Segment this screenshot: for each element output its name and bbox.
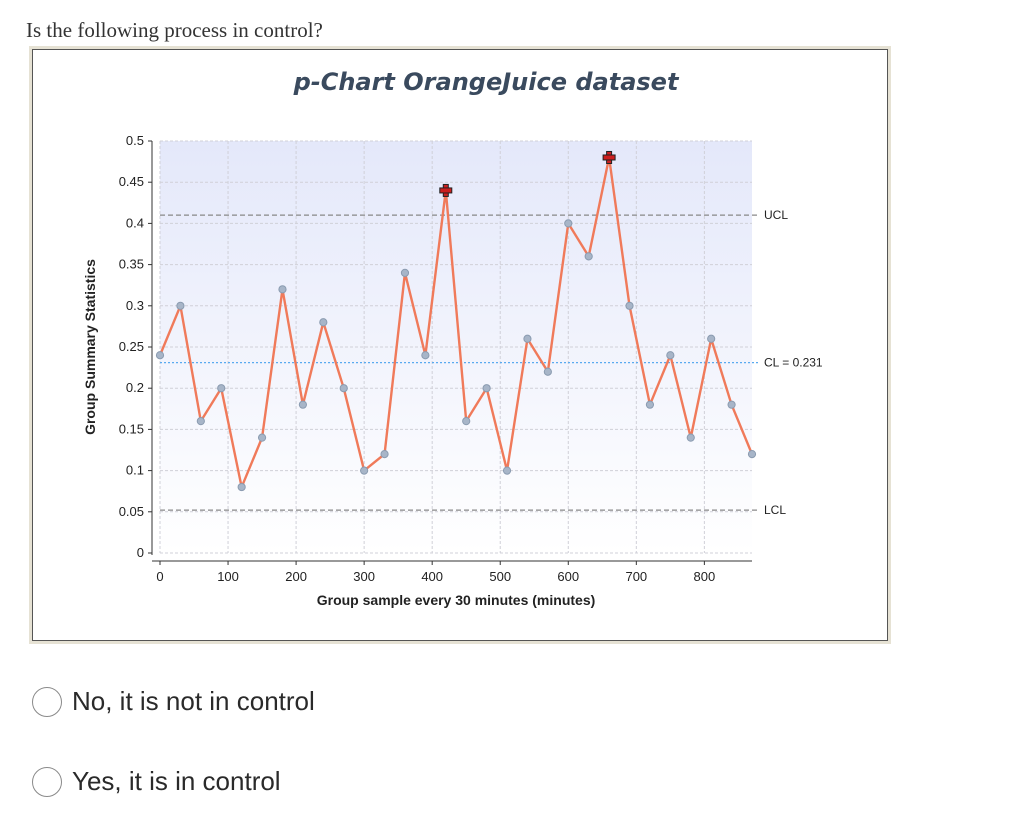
data-point: [584, 252, 593, 261]
x-tick-label: 800: [694, 569, 716, 584]
data-point: [339, 384, 348, 393]
control-limit-label: LCL: [764, 503, 786, 517]
data-point: [237, 482, 246, 492]
x-tick-label: 100: [217, 569, 239, 584]
series-line: [158, 156, 754, 489]
data-point: [502, 466, 512, 475]
out-of-control-point: [602, 150, 616, 164]
data-point: [298, 400, 307, 409]
data-point: [686, 433, 695, 442]
data-point: [523, 334, 532, 343]
x-tick-label: 500: [489, 569, 511, 584]
data-point: [319, 318, 328, 327]
data-point: [155, 351, 165, 360]
radio-in-control[interactable]: [32, 766, 62, 797]
y-tick-label: 0.15: [119, 421, 144, 436]
chart-title: p-Chart OrangeJuice dataset: [293, 68, 680, 96]
data-point: [360, 466, 369, 475]
option-in-control[interactable]: Yes, it is in control: [32, 766, 281, 797]
data-point: [707, 334, 716, 343]
data-point: [543, 367, 552, 376]
question-text: Is the following process in control?: [26, 18, 323, 42]
data-point: [400, 268, 410, 277]
x-tick-label: 0: [156, 569, 163, 584]
x-tick-label: 300: [353, 569, 375, 584]
x-axis-label: Group sample every 30 minutes (minutes): [317, 592, 596, 608]
y-tick-label: 0.45: [119, 174, 144, 189]
control-limit-label: CL = 0.231: [764, 356, 823, 370]
data-point: [217, 384, 226, 393]
control-limit-label: UCL: [764, 208, 788, 222]
y-tick-label: 0.4: [126, 215, 144, 230]
y-tick-label: 0.25: [119, 339, 144, 354]
y-tick-label: 0.3: [126, 298, 144, 313]
data-point: [278, 285, 287, 294]
radio-not-in-control[interactable]: [32, 686, 62, 717]
data-point: [625, 301, 634, 310]
chart-panel: p-Chart OrangeJuice dataset 0 0.05 0.1 0.15 0…: [32, 49, 888, 641]
data-point: [421, 351, 430, 360]
chart-frame: p-Chart OrangeJuice dataset 0 0.05 0.1 0.15 0…: [29, 46, 891, 644]
data-point: [196, 417, 205, 426]
data-point: [645, 400, 655, 409]
data-point: [727, 400, 736, 409]
x-tick-label: 400: [421, 569, 443, 584]
option-label-not-in-control: No, it is not in control: [72, 686, 315, 716]
y-tick-label: 0: [137, 545, 144, 560]
data-point: [564, 219, 573, 228]
out-of-control-point: [439, 183, 453, 197]
y-tick-label: 0.35: [119, 257, 144, 272]
x-tick-label: 600: [557, 569, 579, 584]
data-point: [666, 351, 675, 360]
y-axis-label: Group Summary Statistics: [82, 259, 98, 435]
p-chart: p-Chart OrangeJuice dataset 0 0.05 0.1 0.15 0…: [82, 68, 823, 608]
data-point: [380, 450, 389, 459]
y-tick-label: 0.2: [126, 380, 144, 395]
data-point: [462, 417, 471, 426]
x-tick-label: 200: [285, 569, 307, 584]
data-point: [257, 433, 267, 442]
data-point: [747, 450, 757, 459]
y-tick-label: 0.05: [119, 504, 144, 519]
y-tick-label: 0.5: [126, 133, 144, 148]
option-label-in-control: Yes, it is in control: [72, 766, 281, 796]
data-point: [176, 301, 185, 310]
y-tick-label: 0.1: [126, 463, 144, 478]
option-not-in-control[interactable]: No, it is not in control: [32, 686, 315, 717]
data-point: [482, 384, 491, 393]
x-tick-label: 700: [625, 569, 647, 584]
